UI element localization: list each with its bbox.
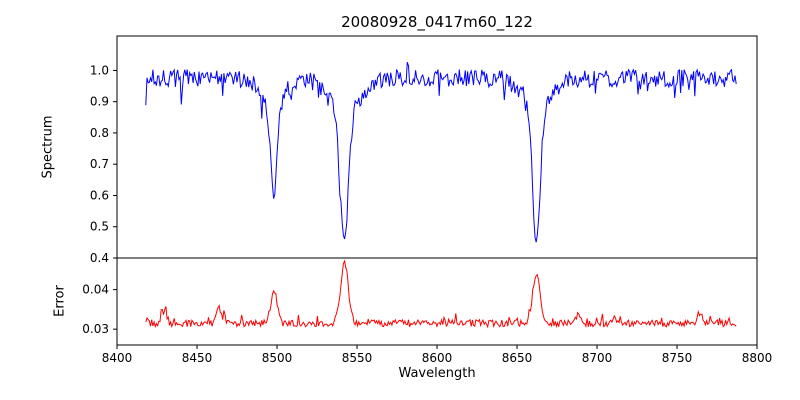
- spectrum-y-tick-label: 0.6: [90, 188, 109, 202]
- spectrum-y-tick-label: 0.8: [90, 126, 109, 140]
- x-tick-label: 8700: [582, 351, 613, 365]
- spectrum-axes-frame: [116, 35, 758, 259]
- spectrum-y-tick-label: 0.5: [90, 220, 109, 234]
- chart-title: 20080928_0417m60_122: [341, 13, 533, 31]
- x-tick-label: 8750: [662, 351, 693, 365]
- x-tick-label: 8550: [342, 351, 373, 365]
- spectrum-y-tick-label: 0.9: [90, 95, 109, 109]
- spectrum-line: [145, 61, 737, 243]
- x-tick-label: 8400: [102, 351, 133, 365]
- error-line: [145, 259, 737, 329]
- spectrum-y-tick-label: 0.4: [90, 251, 109, 265]
- spectrum-y-tick-label: 0.7: [90, 157, 109, 171]
- x-tick-label: 8600: [422, 351, 453, 365]
- x-axis-label: Wavelength: [398, 366, 476, 381]
- error-y-tick-label: 0.04: [82, 283, 109, 297]
- error-y-tick-label: 0.03: [82, 322, 109, 336]
- x-tick-label: 8450: [182, 351, 213, 365]
- x-tick-label: 8650: [502, 351, 533, 365]
- x-tick-label: 8800: [742, 351, 773, 365]
- spectrum-y-tick-label: 1.0: [90, 63, 109, 77]
- error-axes-frame: [116, 257, 758, 346]
- x-tick-label: 8500: [262, 351, 293, 365]
